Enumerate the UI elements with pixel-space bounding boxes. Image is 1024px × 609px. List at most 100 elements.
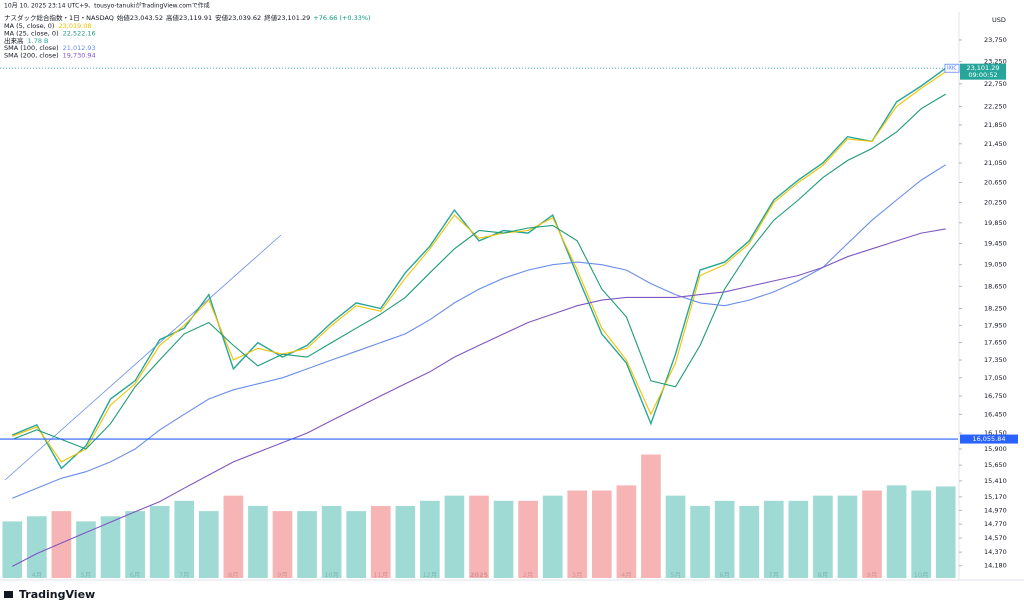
volume-bar [223, 495, 244, 578]
symbol-label: IXIC [947, 66, 957, 72]
legend-row: MA (5, close, 0) 23,019.08 [4, 22, 92, 30]
legend-name: MA (25, close, 0) [4, 29, 59, 37]
volume-bar [198, 511, 219, 578]
symbol-tag [944, 63, 960, 73]
y-tick-label: 15,410 [984, 477, 1007, 485]
y-tick-label: 22,250 [984, 102, 1007, 110]
currency: USD [992, 16, 1006, 24]
legend-title: ナスダック総合指数・1日・NASDAQ 始値23,043.52 高値23,119.9… [4, 13, 371, 22]
series-line [12, 228, 946, 567]
y-tick-label: 21,050 [984, 159, 1007, 167]
legend-row: SMA (100, close) 21,012.93 [4, 44, 96, 52]
volume-bar [370, 505, 391, 578]
volume-bar [272, 511, 293, 578]
legend-name: SMA (100, close) [4, 44, 59, 52]
legend-value: 1.78 B [28, 37, 49, 45]
volume-bar [27, 516, 47, 578]
y-tick-label: 19,450 [984, 240, 1007, 248]
hline-tag [960, 434, 1018, 444]
y-tick-label: 18,650 [984, 282, 1007, 290]
countdown-label: 09:00:52 [968, 71, 997, 79]
volume-bar [862, 490, 882, 578]
legend-row: MA (25, close, 0) 22,522.16 [4, 29, 96, 37]
volume-bar [886, 485, 907, 578]
y-tick-label: 19,850 [984, 219, 1007, 227]
volume-bar [125, 511, 145, 578]
series-line [12, 71, 947, 463]
volume-bar [837, 495, 858, 578]
y-tick-label: 23,250 [984, 58, 1007, 66]
volume-bar [420, 500, 440, 578]
y-tick-label: 20,650 [984, 179, 1007, 187]
legend-name: MA (5, close, 0) [4, 22, 54, 30]
y-tick-label: 23,750 [984, 36, 1007, 44]
brand: TradingView [19, 588, 95, 601]
legend-row: 出来高 1.78 B [4, 36, 49, 45]
y-tick-label: 16,150 [984, 429, 1007, 437]
y-tick-label: 20,250 [984, 198, 1007, 206]
y-tick-label: 14,970 [984, 506, 1007, 514]
volume-bar [591, 490, 612, 578]
volume-bar [321, 505, 342, 578]
y-tick-label: 19,050 [984, 261, 1007, 269]
logo-mark [4, 591, 13, 598]
ohlc-label: 終値23,101.29 [264, 13, 310, 22]
volume-bar [542, 495, 563, 578]
volume-bar [690, 505, 710, 578]
volume-bar [493, 500, 514, 578]
volume-bar [665, 495, 686, 578]
volume-bar [444, 495, 465, 578]
volume-bar [51, 511, 72, 578]
volume-bar [248, 505, 268, 578]
y-tick-label: 15,170 [984, 493, 1007, 501]
volume-bar [395, 505, 416, 578]
volume-bar [100, 516, 121, 578]
y-tick-label: 17,650 [984, 339, 1007, 347]
legend-value: 22,522.16 [63, 29, 96, 37]
legend-value: 21,012.93 [63, 44, 96, 52]
volume-bar [739, 505, 760, 578]
ohlc-label: 安値23,039.62 [215, 13, 261, 22]
ohlc-label: +76.66 (+0.33%) [313, 14, 370, 22]
legend-row: SMA (200, close) 19,730.94 [4, 52, 96, 60]
y-tick-label: 14,370 [984, 548, 1007, 556]
volume-bar [2, 521, 23, 578]
volume-bar [714, 500, 735, 578]
y-tick-label: 15,900 [984, 445, 1007, 453]
y-tick-label: 21,850 [984, 121, 1007, 129]
y-tick-label: 17,050 [984, 374, 1007, 382]
volume-bar [911, 490, 931, 578]
legend-name: 出来高 [4, 36, 24, 45]
volume-bar [518, 500, 538, 578]
footer: TradingView [4, 588, 95, 601]
series-line [12, 164, 946, 499]
y-tick-label: 17,350 [984, 356, 1007, 364]
volume-bar [935, 486, 956, 578]
ohlc-label: 始値23,043.52 [117, 13, 163, 22]
volume-bar [641, 454, 661, 578]
y-tick-label: 22,750 [984, 80, 1007, 88]
hline-label: 16,055.84 [972, 435, 1005, 443]
y-tick-label: 21,450 [984, 140, 1007, 148]
y-tick-label: 14,570 [984, 534, 1007, 542]
y-tick-label: 14,770 [984, 520, 1007, 528]
volume-bar [76, 521, 96, 578]
legend-value: 19,730.94 [63, 52, 96, 60]
y-tick-label: 16,750 [984, 392, 1007, 400]
legend-name: SMA (200, close) [4, 52, 59, 60]
series-line [12, 67, 947, 470]
ohlc-label: 高値23,119.91 [166, 13, 212, 22]
y-tick-label: 17,950 [984, 321, 1007, 329]
volume-bar [346, 511, 367, 578]
volume-bar [567, 490, 588, 578]
volume-bar [763, 500, 784, 578]
volume-bar [149, 505, 170, 578]
price-tag [960, 63, 1006, 80]
volume-bar [616, 485, 637, 578]
volume-bar [469, 495, 489, 578]
legend-value: 23,019.08 [58, 22, 91, 30]
series-line [12, 93, 946, 450]
price-label: 23,101.29 [966, 64, 999, 72]
volume-bar [788, 500, 809, 578]
